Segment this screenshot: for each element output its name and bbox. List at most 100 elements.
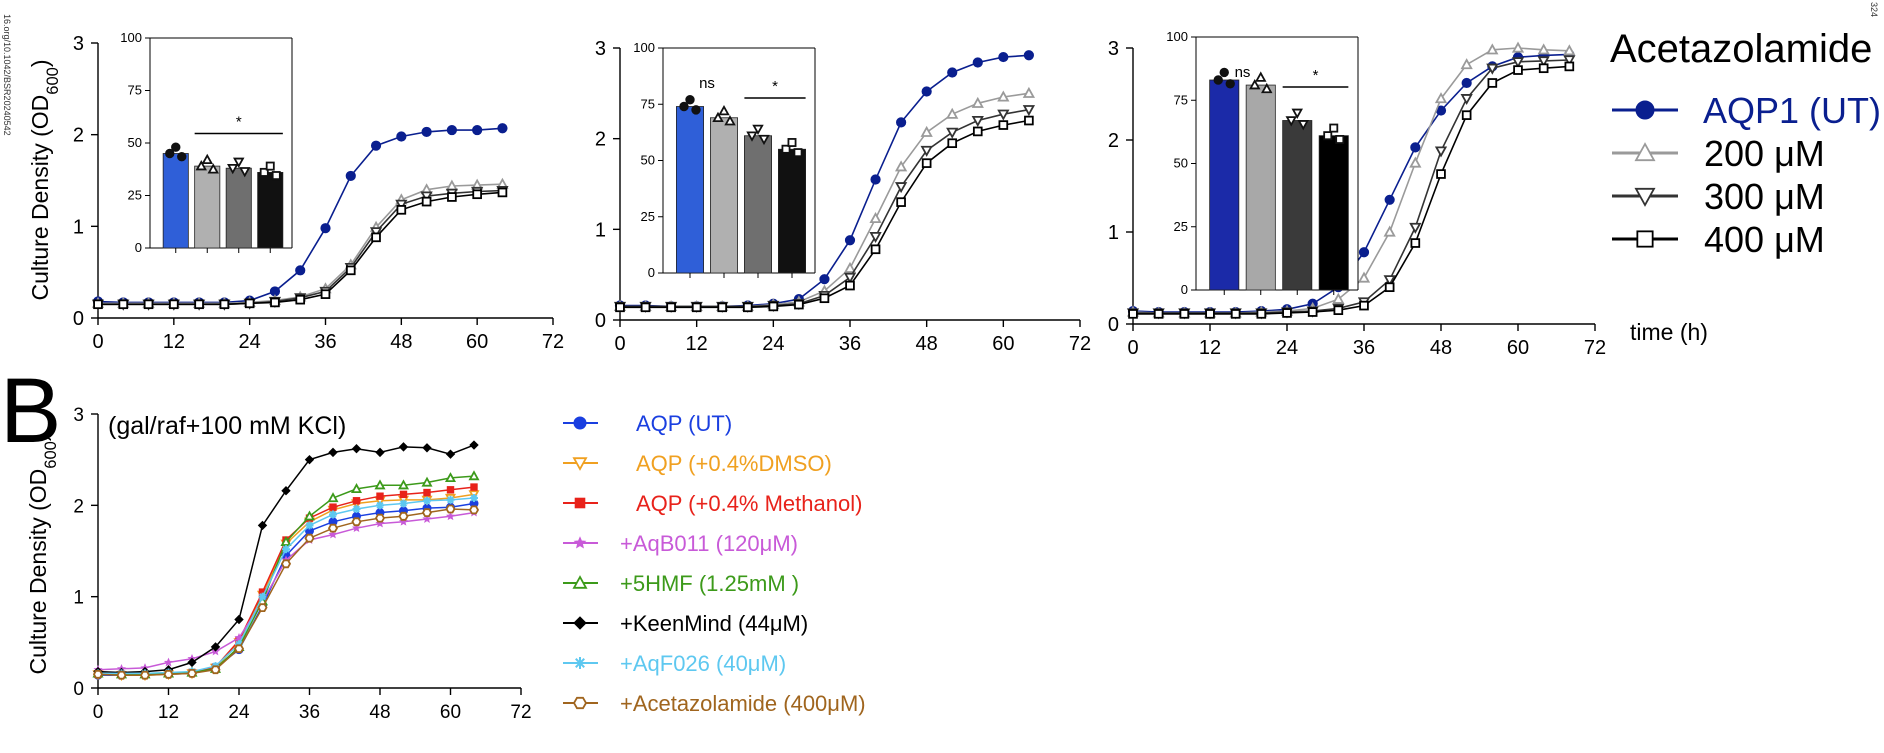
data-point <box>946 107 959 119</box>
side-doi-text: 16.org/10.1042/BSR20240542 <box>2 14 12 136</box>
data-point <box>329 510 337 519</box>
data-point <box>1563 44 1576 56</box>
data-point <box>1563 55 1576 67</box>
inset-y-tick-label: 50 <box>1174 156 1188 171</box>
legend-a-title: Acetazolamide <box>1610 27 1872 71</box>
legend-b-label: +AqF026 (40μM) <box>620 651 786 676</box>
data-point-stroke <box>399 499 408 508</box>
data-point <box>1434 146 1448 158</box>
inset-point <box>265 161 275 171</box>
data-point <box>92 669 104 679</box>
data-point <box>280 536 292 546</box>
inset-y-tick-label: 50 <box>641 153 655 168</box>
data-point <box>320 289 331 299</box>
legend-a-label: AQP1 (UT) <box>1703 90 1881 131</box>
data-point <box>1179 309 1190 319</box>
data-point <box>998 120 1009 130</box>
inset-point <box>171 142 181 152</box>
data-point <box>397 479 410 490</box>
inset-y-tick-label: 75 <box>1174 92 1188 107</box>
data-point <box>295 294 306 305</box>
data-point <box>1537 56 1550 68</box>
x-tick-label: 0 <box>93 702 104 723</box>
inset-y-tick-label: 0 <box>135 240 142 255</box>
data-point <box>1436 169 1446 179</box>
data-point <box>423 496 431 505</box>
legend-b-marker <box>572 696 588 710</box>
data-point <box>1460 58 1473 70</box>
inset-point <box>1261 82 1273 94</box>
inset-y-tick-label: 25 <box>641 209 655 224</box>
data-point <box>869 212 882 224</box>
data-point-stroke <box>258 593 267 601</box>
data-point <box>1409 156 1422 168</box>
data-point <box>1460 94 1473 106</box>
data-point <box>971 115 984 127</box>
data-point <box>896 117 907 128</box>
x-tick-label: 24 <box>239 331 261 353</box>
data-point <box>819 293 830 304</box>
data-point <box>421 476 433 487</box>
y-tick-label: 0 <box>1108 314 1119 336</box>
data-point <box>446 486 455 494</box>
inset-bar <box>1209 79 1240 291</box>
data-point <box>375 518 385 528</box>
inset-bar <box>1318 135 1349 291</box>
data-point <box>396 131 407 142</box>
inset-point <box>1249 79 1261 90</box>
data-point <box>352 504 361 513</box>
data-point <box>396 205 407 215</box>
legend-a-marker <box>1634 187 1656 207</box>
inset-point <box>259 167 269 177</box>
data-point <box>398 442 409 452</box>
data-point-stroke <box>329 510 337 519</box>
data-point <box>446 124 457 136</box>
data-point <box>768 301 779 312</box>
data-point <box>329 503 337 511</box>
data-point <box>946 127 959 139</box>
inset-point <box>177 151 187 162</box>
inset-point <box>207 163 219 174</box>
data-point <box>997 109 1010 121</box>
data-point <box>794 299 804 310</box>
data-point <box>1205 309 1215 319</box>
data-point <box>446 495 455 504</box>
data-point <box>1409 222 1422 234</box>
data-point <box>194 299 204 310</box>
inset-point <box>1255 71 1267 82</box>
inset-point <box>1329 123 1339 133</box>
data-point <box>1511 41 1525 53</box>
data-point <box>445 511 456 521</box>
data-point <box>445 179 459 191</box>
x-tick-label: 0 <box>92 331 103 353</box>
data-point <box>497 187 508 198</box>
data-point <box>691 302 702 313</box>
series-line-2 <box>97 493 475 676</box>
data-point <box>845 280 855 291</box>
data-point <box>210 665 221 675</box>
inset-point <box>1291 108 1303 119</box>
data-point <box>1357 271 1371 283</box>
inset-bar <box>162 153 189 249</box>
data-point <box>399 490 408 499</box>
y-tick-label: 1 <box>73 588 84 609</box>
data-point <box>371 232 381 243</box>
data-point <box>1564 61 1575 72</box>
inset-y-tick-label: 0 <box>1181 282 1188 297</box>
data-point <box>666 302 676 313</box>
legend-b-label: AQP (UT) <box>636 411 732 436</box>
x-tick-label: 48 <box>369 702 390 723</box>
data-point <box>445 504 456 514</box>
data-point <box>470 494 478 503</box>
inset-point <box>691 105 701 115</box>
data-point <box>998 51 1009 63</box>
data-point <box>921 86 932 97</box>
data-point <box>374 479 386 490</box>
x-tick-label: 72 <box>1584 337 1606 359</box>
y-tick-label: 3 <box>595 38 606 60</box>
data-point <box>257 520 268 531</box>
data-point <box>345 170 356 182</box>
data-point <box>1383 275 1396 287</box>
